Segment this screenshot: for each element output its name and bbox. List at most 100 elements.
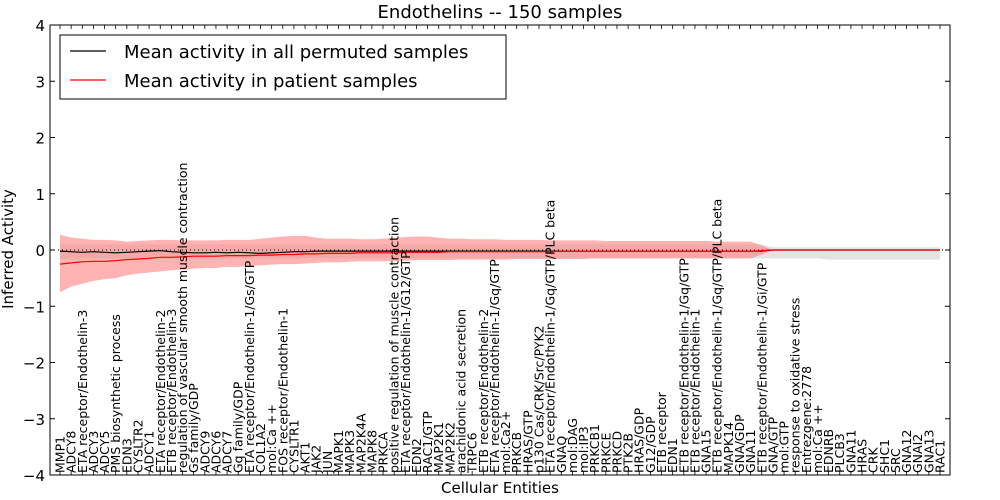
x-tick-label: MAPK1 <box>331 430 346 473</box>
x-tick-label: HRAS/GTP <box>520 410 535 473</box>
x-tick-label: mol:Ca2+ <box>498 411 513 473</box>
x-tick-label: GNA/GTP <box>765 416 780 473</box>
x-tick-label: PRKCD <box>610 431 625 473</box>
x-tick-label: SRC <box>888 448 903 473</box>
legend-box <box>59 34 507 100</box>
x-tick-label: JAK2 <box>309 445 324 474</box>
x-tick-label: PRKCB <box>509 432 524 473</box>
x-tick-label: ETA receptor/Endothelin-3 <box>75 310 90 473</box>
legend-label-permuted: Mean activity in all permuted samples <box>124 42 468 63</box>
x-tick-label: positive regulation of muscle contractio… <box>387 217 402 473</box>
x-tick-label: GNA13 <box>921 430 936 474</box>
x-tick-label: EDN3 <box>119 438 134 473</box>
x-tick-label: Gs family/GDP <box>186 383 201 473</box>
x-tick-label: arachidonic acid secretion <box>454 309 469 473</box>
x-tick-label: FOS receptor/Endothelin-1 <box>275 308 290 473</box>
y-tick-label: 1 <box>35 186 45 204</box>
x-tick-label: RAC1 <box>933 440 948 473</box>
x-tick-label: G12/GDP <box>643 416 658 473</box>
plot-area <box>50 234 950 293</box>
x-tick-label: PTK2B <box>621 433 636 473</box>
x-tick-label: MAP2K2 <box>442 422 457 473</box>
y-tick-label: −1 <box>23 298 45 316</box>
x-tick-label: ADCY6 <box>208 431 223 473</box>
y-tick-label: 2 <box>35 130 45 148</box>
y-tick-label: 4 <box>35 17 45 35</box>
x-tick-label: PMS biosynthetic process <box>108 314 123 473</box>
x-tick-label: PRKCA <box>376 432 391 473</box>
x-tick-label: p130 Cas/CRK/Src/PYK2 <box>532 325 547 473</box>
x-tick-label: mol:IP3 <box>576 426 591 473</box>
x-tick-label: ETB receptor/Endothelin-1/Gq/GTP <box>676 258 691 473</box>
x-tick-label: PLCB3 <box>832 433 847 473</box>
x-tick-label: ADCY7 <box>220 431 235 473</box>
series-line-patient <box>59 249 940 265</box>
x-tick-label: RAC1/GTP <box>420 411 435 473</box>
y-tick-label: −2 <box>23 355 45 373</box>
x-tick-label: ETB receptor/Endothelin-1 <box>687 309 702 473</box>
axes: −4 −3 −2 −1 0 1 2 3 4 <box>23 17 951 485</box>
x-tick-label: ETB receptor/Endothelin-1/Gq/GTP/PLC bet… <box>710 199 725 473</box>
x-tick-label: GNA/GDP <box>732 414 747 473</box>
x-tick-label: EDN2 <box>409 438 424 473</box>
x-tick-label: HRAS <box>855 439 870 473</box>
y-axis-label: Inferred Activity <box>0 189 17 309</box>
x-tick-label: CYSLTR1 <box>286 419 301 473</box>
x-tick-label: ADCY8 <box>64 431 79 473</box>
x-tick-label: EDN1 <box>665 438 680 473</box>
x-tick-label: ADCY9 <box>197 431 212 473</box>
x-tick-label: mol:Ca ++ <box>264 404 279 473</box>
x-tick-label: GNAQ <box>554 436 569 473</box>
y-tick-label: −3 <box>23 411 45 429</box>
x-tick-label: MAP2K1 <box>431 422 446 473</box>
x-tick-label: CYSLTR2 <box>131 419 146 473</box>
x-tick-label: GNA11 <box>743 430 758 474</box>
x-tick-label: MAPK8 <box>364 430 379 473</box>
x-tick-label: ADCY3 <box>86 431 101 473</box>
x-tick-label: SHC1 <box>877 439 892 473</box>
x-tick-label: ETA receptor/Endothelin-1/Gq/GTP/PLC bet… <box>543 200 558 473</box>
x-tick-label: ETA receptor/Endothelin-1/Gq/GTP <box>487 259 502 473</box>
x-tick-label: ETB receptor/Endothelin-3 <box>164 309 179 473</box>
x-tick-label: ETA receptor/Endothelin-2 <box>153 310 168 473</box>
x-tick-label: ETA receptor/Endothelin-1/G12/GTP <box>398 251 413 473</box>
legend-label-patient: Mean activity in patient samples <box>124 71 418 92</box>
x-tick-label: mol:GTP <box>777 421 792 473</box>
x-tick-label: GNA11 <box>843 430 858 474</box>
y-tick-label: 3 <box>35 73 45 91</box>
x-tick-label: GNAI2 <box>910 434 925 473</box>
x-tick-label: ETB receptor <box>654 391 669 473</box>
x-tick-label: JUN <box>320 451 335 474</box>
x-tick-label: Gq family/GDP <box>231 381 246 473</box>
x-tick-label: CRK <box>866 447 881 473</box>
x-tick-label: PRKCB1 <box>587 424 602 473</box>
x-tick-label: GNA15 <box>699 430 714 474</box>
x-tick-label: ETB receptor/Endothelin-2 <box>476 309 491 473</box>
x-tick-label: MAPK3 <box>342 430 357 473</box>
chart-title: Endothelins -- 150 samples <box>378 2 623 23</box>
x-tick-label: PRKCE <box>598 433 613 473</box>
x-tick-label: ETB receptor/Endothelin-1/Gi/GTP <box>754 262 769 473</box>
x-tick-label: AKT1 <box>298 442 313 473</box>
x-tick-label: ETA receptor/Endothelin-1/Gs/GTP <box>242 260 257 473</box>
y-tick-label: −4 <box>23 467 45 485</box>
x-tick-label: GNA12 <box>899 430 914 474</box>
x-tick-label: MMP1 <box>53 436 68 473</box>
x-tick-label: MAP2K4A <box>353 413 368 473</box>
x-tick-label: Entrezgene:2778 <box>799 366 814 473</box>
band-patient <box>60 234 940 293</box>
legend: Mean activity in all permuted samples Me… <box>59 34 507 100</box>
x-tick-label: response to oxidative stress <box>788 298 803 473</box>
x-tick-label: MAPK14 <box>721 422 736 473</box>
x-axis-label: Cellular Entities <box>441 479 559 497</box>
x-tick-label: HRAS/GDP <box>632 407 647 473</box>
x-tick-label: TRPC6 <box>465 432 480 474</box>
x-tick-label: ADCY5 <box>97 431 112 473</box>
x-tick-label: ADCY1 <box>142 431 157 473</box>
x-tick-label: mol:Ca ++ <box>810 404 825 473</box>
x-tick-label: EDNRB <box>821 429 836 473</box>
x-tick-label: regulation of vascular smooth muscle con… <box>175 163 190 473</box>
y-tick-label: 0 <box>35 242 45 260</box>
